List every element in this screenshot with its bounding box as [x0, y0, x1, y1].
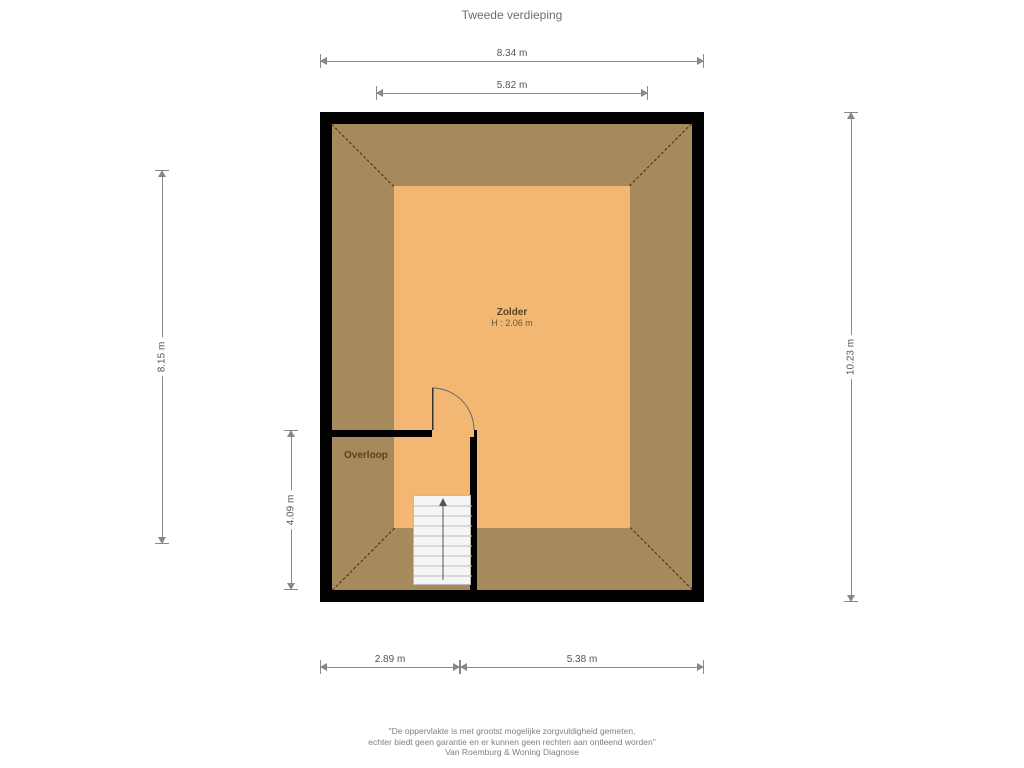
disclaimer-footer: "De oppervlakte is met grootst mogelijke… — [0, 726, 1024, 758]
dimension-bottom-right: 5.38 m — [460, 660, 704, 674]
roof-hip-br — [630, 527, 693, 590]
floor-zolder — [394, 186, 630, 528]
dimension-label: 8.15 m — [157, 338, 168, 377]
footer-line: echter biedt geen garantie en er kunnen … — [0, 737, 1024, 748]
footer-line: Van Roemburg & Woning Diagnose — [0, 747, 1024, 758]
stairs-steps-icon — [414, 496, 472, 586]
dimension-bottom-left: 2.89 m — [320, 660, 460, 674]
dimension-left-inner: 4.09 m — [284, 430, 298, 590]
dimension-label: 5.38 m — [563, 654, 602, 665]
door-swing-icon — [432, 386, 478, 437]
roof-hip-tr — [629, 123, 692, 186]
room-height: H : 2.06 m — [462, 318, 562, 328]
dimension-label: 8.34 m — [493, 48, 532, 59]
dimension-label: 4.09 m — [286, 491, 297, 530]
room-name: Zolder — [462, 307, 562, 318]
dimension-label: 5.82 m — [493, 80, 532, 91]
room-name: Overloop — [344, 450, 424, 461]
page-title: Tweede verdieping — [0, 8, 1024, 22]
dimension-right-outer: 10.23 m — [844, 112, 858, 602]
staircase — [413, 495, 471, 585]
dimension-left-outer: 8.15 m — [155, 170, 169, 544]
roof-hip-bl — [332, 528, 395, 591]
room-label-zolder: Zolder H : 2.06 m — [462, 307, 562, 328]
dimension-label: 10.23 m — [846, 335, 857, 379]
dimension-top-inner: 5.82 m — [376, 86, 648, 100]
footer-line: "De oppervlakte is met grootst mogelijke… — [0, 726, 1024, 737]
dimension-label: 2.89 m — [371, 654, 410, 665]
roof-hip-tl — [331, 124, 394, 187]
dimension-top-outer: 8.34 m — [320, 54, 704, 68]
room-label-overloop: Overloop — [344, 450, 424, 461]
